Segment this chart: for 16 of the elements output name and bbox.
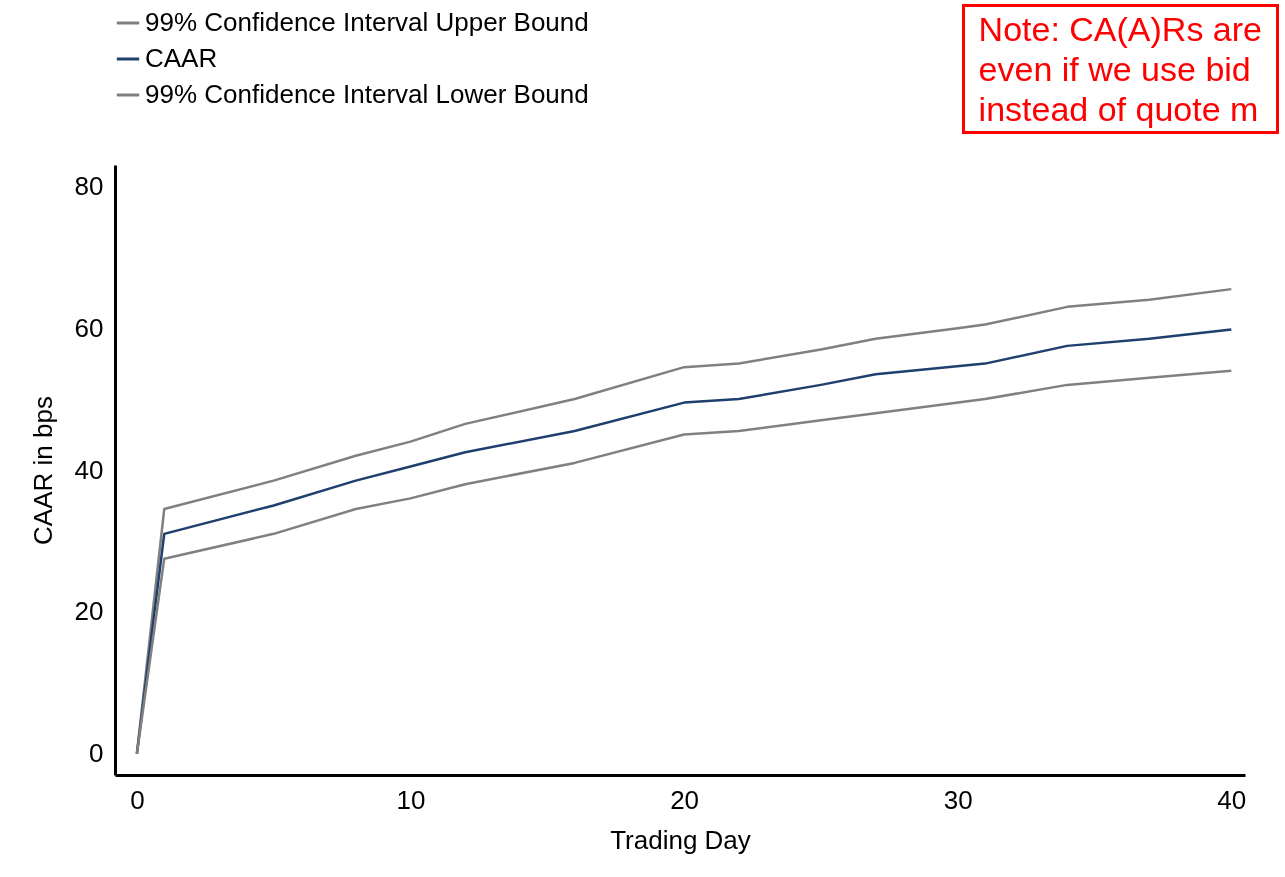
y-tick-label: 0	[89, 738, 104, 769]
x-tick-label: 20	[670, 784, 700, 815]
x-axis-title: Trading Day	[610, 824, 751, 855]
x-tick-label: 30	[943, 784, 973, 815]
legend-label: CAAR	[145, 43, 218, 73]
x-tick-label: 0	[130, 784, 145, 815]
legend-label: 99% Confidence Interval Upper Bound	[145, 7, 589, 37]
x-tick-label: 40	[1217, 784, 1247, 815]
y-tick-label: 40	[74, 454, 104, 485]
y-tick-label: 80	[74, 170, 104, 201]
y-tick-label: 60	[74, 312, 104, 343]
y-tick-label: 20	[74, 596, 104, 627]
text: Note: CA(A)Rs are even if we use bid instead of quote m	[961, 4, 1279, 134]
x-tick-label: 10	[396, 784, 426, 815]
y-axis-title: CAAR in bps	[27, 396, 58, 545]
legend-label: 99% Confidence Interval Lower Bound	[145, 79, 589, 109]
